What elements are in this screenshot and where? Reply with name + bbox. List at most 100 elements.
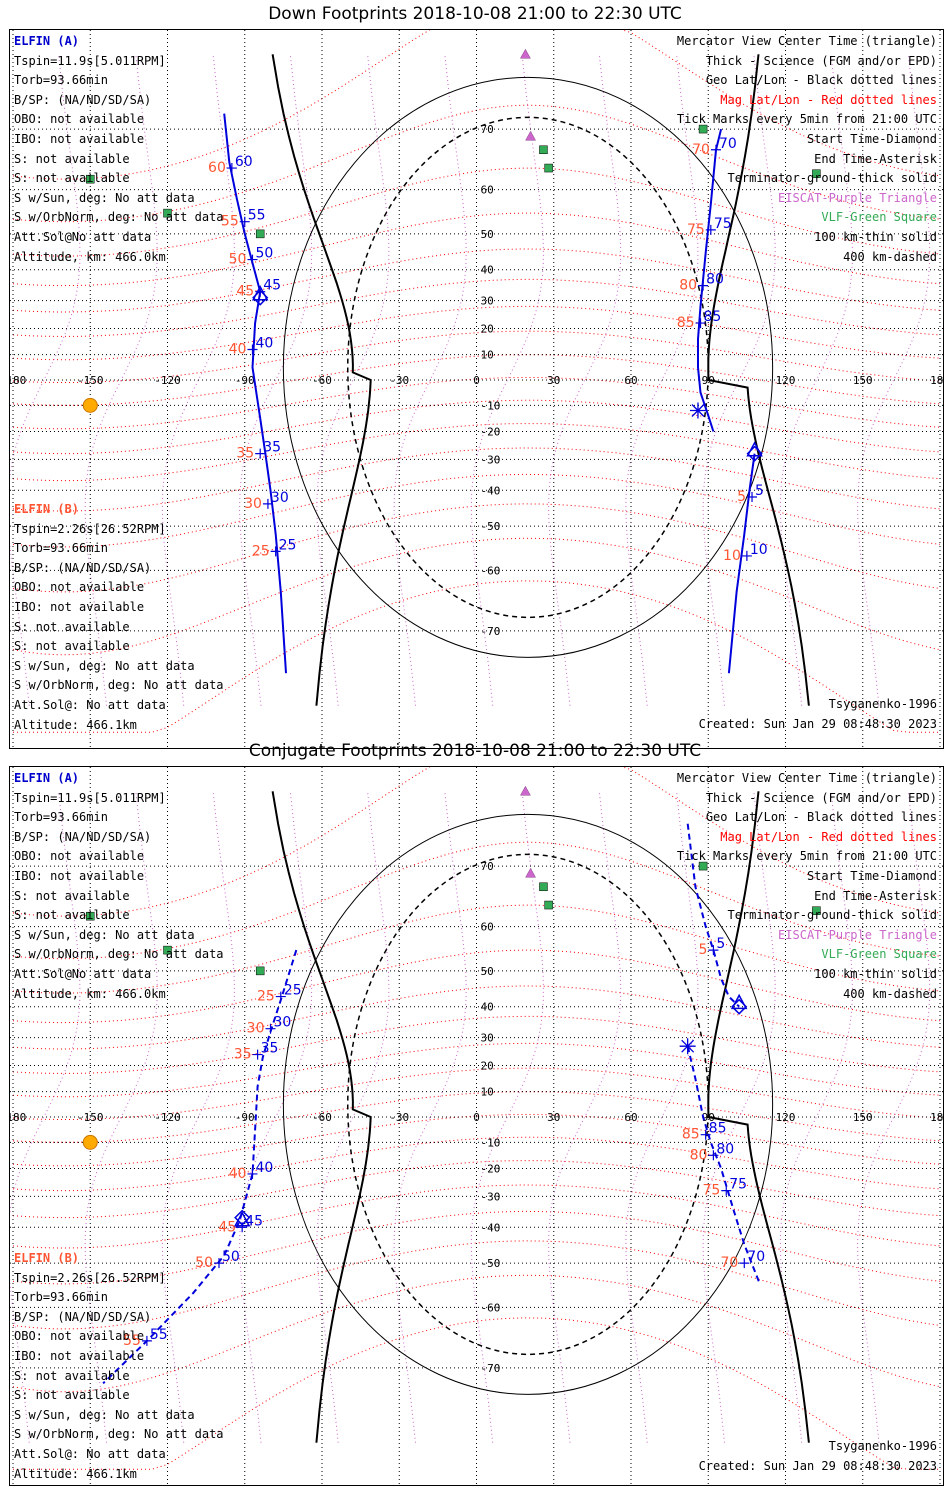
tick-label-a: 75 [714,216,732,232]
tick-mark [270,546,281,557]
tick-label-a: 5 [716,936,725,952]
tick-label-b: 35 [234,1047,252,1063]
info-lines: Tspin=11.9s[5.011RPM] Torb=93.66min B/SP: … [14,52,224,268]
lon-tick-label: -90 [235,374,255,387]
sun-icon [82,397,98,413]
tick-mark [255,448,266,459]
lon-tick-label: -180 [10,1111,26,1124]
info-line: OBO: not available [14,580,145,595]
info-line: S w/OrbNorm, deg: No att data [14,678,224,693]
legend-item: 400 km-dashed [843,986,937,1001]
info-line: S w/OrbNorm, deg: No att data [14,947,224,962]
tick-mark [239,216,250,227]
lon-tick-label: 0 [473,374,480,387]
legend: Mercator View Center Time (triangle) Thic… [677,769,937,1004]
lon-tick-label: -180 [10,374,26,387]
lon-tick-label: 180 [930,1111,943,1124]
lat-tick-label: 20 [481,322,494,335]
model-label: Tsyganenko-1996 [828,697,937,711]
info-line: IBO: not available [14,131,145,146]
legend-item: 400 km-dashed [843,249,937,264]
center-triangle-icon [251,285,269,301]
track-line [686,823,740,1008]
info-line: S w/OrbNorm, deg: No att data [14,210,224,225]
lat-tick-label: -40 [481,1221,501,1234]
mag-lat-line [12,1015,941,1074]
legend-item: Tick Marks every 5min from 21:00 UTC [676,112,937,127]
lon-tick-label: 150 [853,374,873,387]
tick-label-a: 40 [255,1160,273,1176]
info-line: Att.Sol@No att data [14,229,152,244]
lat-tick-label: -10 [481,1136,501,1149]
mag-lon-line [393,54,467,706]
info-line: OBO: not available [14,1329,145,1344]
vlf-station-icon [698,861,708,871]
tick-label-a: 80 [716,1141,734,1157]
tick-mark [739,1258,750,1269]
info-line: Att.Sol@: No att data [14,697,166,712]
mag-lon-line [316,54,390,706]
info-line: S w/Sun, deg: No att data [14,190,195,205]
start-diamond-icon [234,1209,251,1226]
center-triangle-icon [233,1211,251,1227]
vlf-station-icon [812,906,821,915]
tick-label-b: 80 [690,1147,708,1163]
lon-tick-label: -30 [389,1111,409,1124]
info-line: Altitude, km: 466.0km [14,986,166,1001]
lat-tick-label: -40 [481,484,501,497]
info-elfin-a: ELFIN (A) Tspin=11.9s[5.011RPM] Torb=93.6… [14,32,224,267]
lon-tick-label: 0 [473,1111,480,1124]
tick-label-a: 75 [729,1177,747,1193]
end-asterisk-icon [679,1038,696,1055]
eiscat-station-icon [525,867,536,878]
info-line: Torb=93.66min [14,541,108,556]
legend-item: Terminator-ground-thick solid [727,171,937,186]
lon-tick-label: -150 [77,1111,104,1124]
info-line: Att.Sol@: No att data [14,1446,166,1461]
terminator-west [271,791,372,1443]
tick-label-b: 70 [720,1255,738,1271]
lat-tick-label: 70 [481,860,494,873]
tick-label-b: 5 [737,489,746,505]
legend-item: Start Time-Diamond [806,868,937,883]
vlf-station-icon [539,882,548,892]
track-line [223,113,287,674]
info-lines: Tspin=11.9s[5.011RPM] Torb=93.66min B/SP: … [14,789,224,1005]
info-line: IBO: not available [14,1348,145,1363]
tick-mark [705,224,716,235]
legend-item: Geo Lat/Lon - Black dotted lines [705,810,937,825]
mag-lat-line [12,30,941,180]
tick-mark [265,1023,276,1034]
mag-lon-line [857,54,931,706]
tick-label-a: 5 [755,483,764,499]
vlf-station-icon [698,124,708,134]
mag-lat-line [12,1160,941,1219]
tick-mark [275,991,286,1002]
tick-label-a: 10 [750,542,768,558]
tick-mark [214,1258,224,1269]
tick-label-b: 40 [229,1166,247,1182]
tick-label-b: 35 [236,446,254,462]
info-line: S: not available [14,888,130,903]
mag-lat-line [12,248,941,313]
map-plot: -180-150-120-90-60-300306090120150180-70… [10,767,943,1485]
tick-mark [226,163,237,174]
tick-label-b: 25 [252,543,270,559]
mag-lat-line [13,1317,940,1470]
lon-tick-label: -120 [154,374,181,387]
info-line: Tspin=11.9s[5.011RPM] [14,790,166,805]
tick-mark [700,1129,711,1140]
lon-tick-label: -60 [312,1111,332,1124]
sat-label-a: ELFIN (A) [14,771,80,785]
tick-label-a: 55 [248,208,266,224]
lat-tick-label: -30 [481,453,501,466]
mag-lat-line [13,580,940,733]
lon-tick-label: 30 [547,1111,560,1124]
tick-mark [747,491,758,502]
tick-label-a: 70 [719,136,737,152]
mag-lon-line [161,54,235,706]
tick-label-b: 75 [702,1183,720,1199]
mag-lon-line [548,791,622,1443]
mag-lat-line [12,985,941,1050]
tick-mark [247,1168,258,1179]
